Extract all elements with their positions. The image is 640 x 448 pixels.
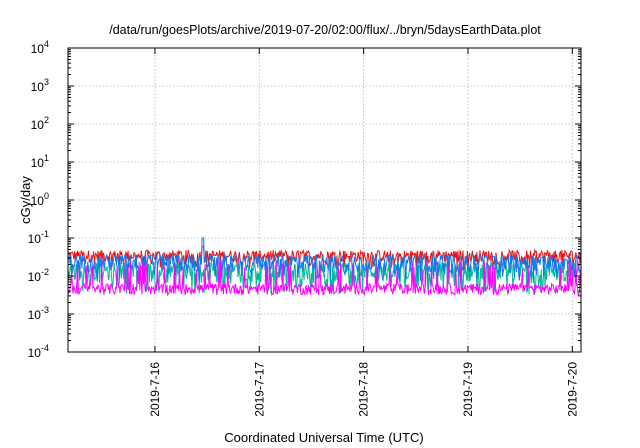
x-tick-label: 2019-7-20: [565, 362, 579, 417]
y-tick-label: 10-1: [28, 229, 49, 246]
chart-title: /data/run/goesPlots/archive/2019-07-20/0…: [109, 23, 541, 37]
y-tick-label: 104: [31, 39, 49, 56]
y-tick-label: 10-3: [28, 305, 49, 322]
y-tick-label: 10-2: [28, 267, 49, 284]
x-tick-label: 2019-7-18: [357, 362, 371, 417]
y-tick-label: 100: [31, 191, 49, 208]
series-line-4: [67, 260, 582, 297]
y-tick-label: 10-4: [28, 343, 49, 360]
series-group: [67, 237, 582, 297]
y-axis: 104 103 102 101 100 10-1 10-2 10-3 10-4: [28, 39, 581, 360]
x-tick-label: 2019-7-19: [461, 362, 475, 417]
x-tick-label: 2019-7-16: [148, 362, 162, 417]
x-axis: 2019-7-16 2019-7-17 2019-7-18 2019-7-19 2019…: [148, 48, 579, 417]
grid: [68, 48, 581, 352]
x-tick-label: 2019-7-17: [252, 362, 266, 417]
y-axis-label: cGy/day: [18, 176, 33, 224]
y-tick-label: 103: [31, 77, 49, 94]
x-axis-label: Coordinated Universal Time (UTC): [224, 430, 423, 445]
y-tick-label: 102: [31, 115, 49, 132]
series-line-3: [67, 237, 582, 281]
y-tick-label: 101: [31, 153, 49, 170]
